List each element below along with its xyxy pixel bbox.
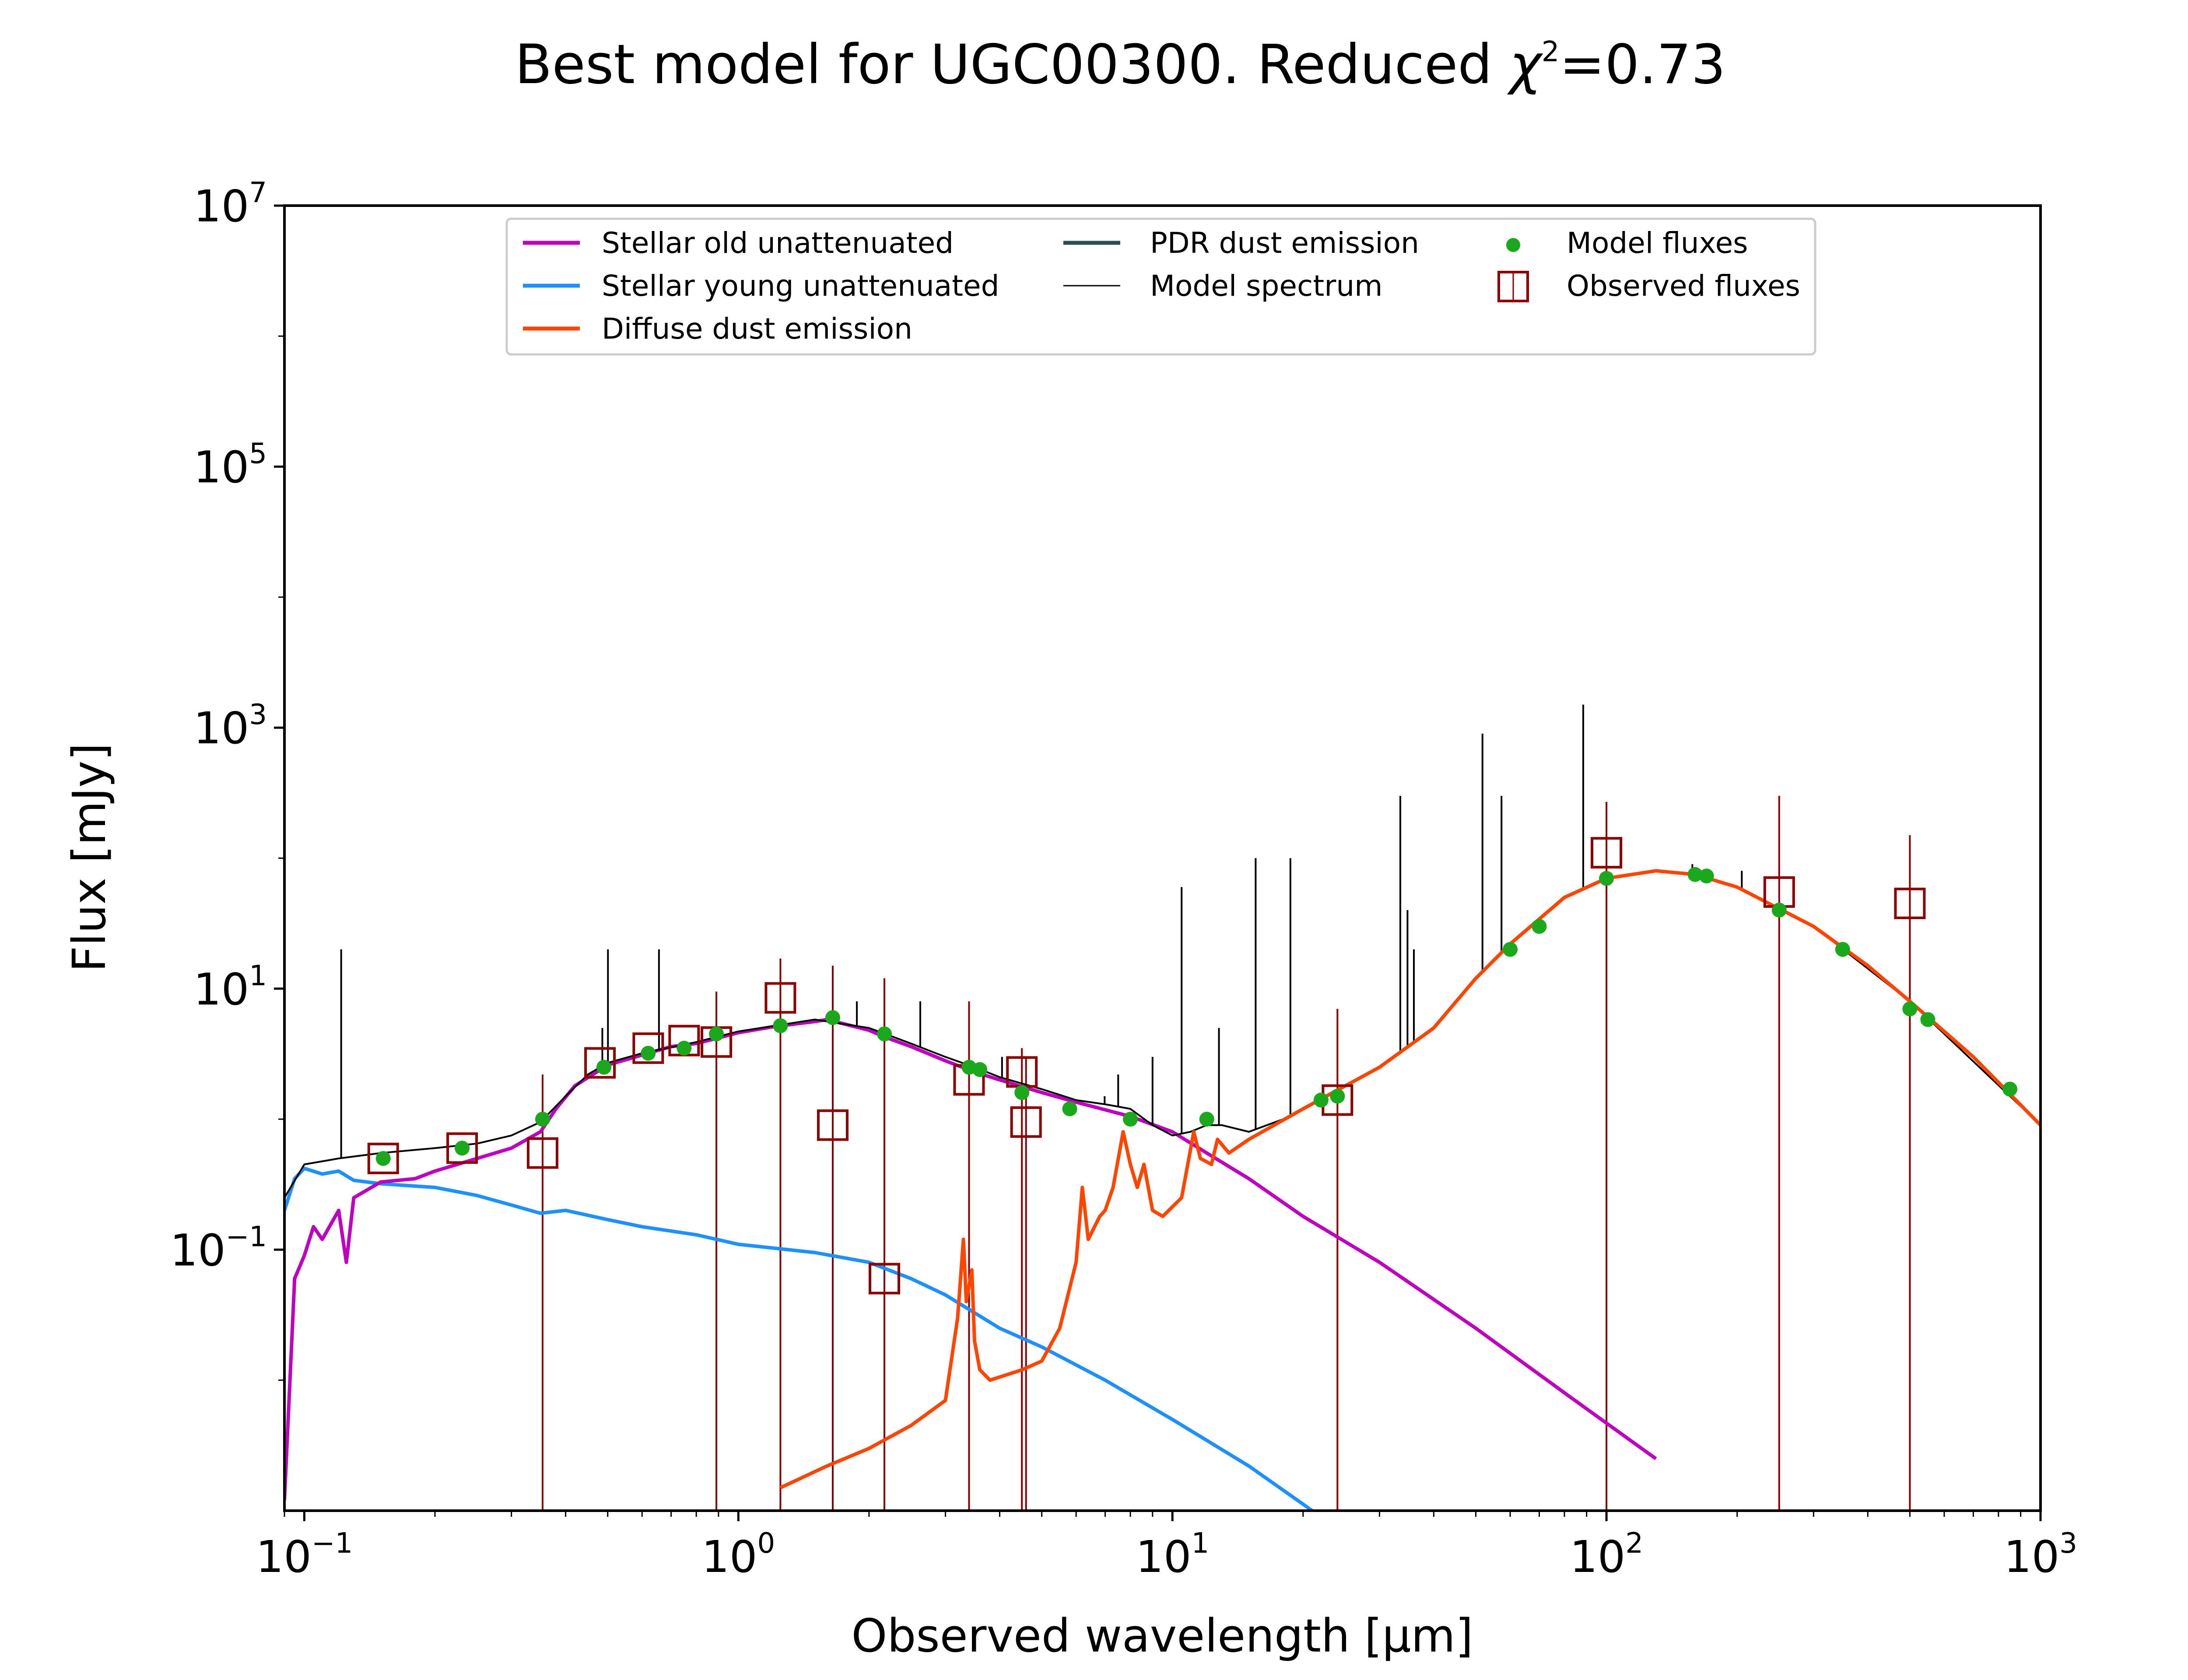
model-flux-point — [1503, 942, 1518, 957]
model-flux-point — [1062, 1101, 1077, 1116]
observed-flux-marker — [764, 982, 796, 1014]
model-flux-point — [2002, 1082, 2017, 1097]
series-line-model-spectrum — [284, 870, 2041, 1198]
observed-flux-marker — [446, 1132, 478, 1164]
legend-label-pdr-dust: PDR dust emission — [1150, 226, 1419, 260]
observed-flux-marker — [1591, 837, 1623, 869]
chart-title: Best model for UGC00300. Reduced χ2=0.73 — [515, 33, 1725, 96]
x-axis-label: Observed wavelength [μm] — [852, 1609, 1473, 1662]
legend-swatch-model-fluxes — [1506, 238, 1520, 252]
series-line-stellar-young-unattenuated — [284, 1166, 1314, 1511]
model-flux-point — [677, 1040, 692, 1056]
model-flux-point — [596, 1060, 611, 1075]
model-flux-point — [825, 1010, 841, 1025]
chart-title-main: Best model for UGC00300. Reduced — [515, 33, 1509, 96]
model-flux-point — [1835, 942, 1850, 957]
legend-label-stellar-young: Stellar young unattenuated — [602, 269, 999, 303]
x-tick-label: 101 — [1136, 1527, 1209, 1582]
model-flux-point — [641, 1046, 656, 1061]
model-flux-point — [877, 1026, 892, 1042]
model-flux-point — [1123, 1112, 1138, 1127]
y-tick-label: 101 — [193, 960, 267, 1015]
series-line-stellar-old-unattenuated — [284, 1018, 1657, 1501]
legend-label-stellar-old: Stellar old unattenuated — [602, 226, 954, 260]
marker-layer — [367, 837, 2017, 1295]
chart-title-chi: χ — [1507, 33, 1543, 96]
legend-label-model-spectrum: Model spectrum — [1150, 269, 1382, 303]
model-flux-point — [773, 1018, 788, 1033]
observed-flux-marker — [869, 1263, 901, 1295]
observed-flux-marker — [817, 1109, 849, 1141]
model-flux-point — [1699, 868, 1714, 884]
x-tick-label: 10−1 — [256, 1527, 353, 1582]
x-tick-label: 100 — [701, 1527, 775, 1582]
observed-flux-marker — [1894, 887, 1926, 919]
y-tick-label: 103 — [193, 699, 267, 754]
model-flux-point — [375, 1151, 391, 1166]
y-tick-label: 107 — [193, 177, 267, 232]
legend-label-diffuse-dust: Diffuse dust emission — [602, 312, 912, 346]
y-axis-label: Flux [mJy] — [63, 743, 116, 972]
observed-flux-marker — [1010, 1106, 1042, 1138]
model-flux-point — [455, 1141, 470, 1156]
y-tick-label: 105 — [193, 438, 267, 493]
chart-title-value: =0.73 — [1560, 33, 1726, 96]
observed-flux-marker — [632, 1032, 664, 1064]
series-layer — [284, 704, 2041, 1511]
legend-swatch-observed-fluxes — [1497, 271, 1529, 302]
model-flux-point — [535, 1112, 550, 1127]
model-flux-point — [1199, 1112, 1214, 1127]
model-flux-point — [1532, 919, 1547, 934]
model-flux-point — [1313, 1092, 1329, 1108]
model-flux-point — [1771, 903, 1787, 918]
model-flux-point — [1330, 1088, 1345, 1104]
legend-label-observed-fluxes: Observed fluxes — [1567, 269, 1800, 303]
plot-frame — [283, 204, 2042, 1512]
chart-title-chi-exp: 2 — [1542, 36, 1560, 68]
model-flux-point — [1920, 1012, 1936, 1027]
legend-box — [505, 217, 1816, 356]
model-flux-point — [709, 1026, 724, 1042]
observed-flux-marker — [584, 1047, 616, 1079]
y-tick-label: 10−1 — [170, 1221, 267, 1276]
observed-flux-marker — [526, 1137, 558, 1169]
model-flux-point — [1687, 867, 1703, 882]
x-tick-label: 102 — [1570, 1527, 1643, 1582]
model-flux-point — [1014, 1085, 1030, 1100]
tick-layer: 10−1 100 101 102 103 10−1 101 103 105 107 — [170, 177, 2077, 1582]
model-flux-point — [1902, 1001, 1918, 1017]
legend-label-model-fluxes: Model fluxes — [1567, 226, 1748, 260]
model-flux-point — [972, 1062, 988, 1077]
model-flux-point — [1599, 871, 1614, 886]
observed-flux-marker — [367, 1142, 399, 1174]
legend: Stellar old unattenuated Stellar young u… — [505, 217, 1816, 356]
x-tick-label: 103 — [2004, 1527, 2077, 1582]
